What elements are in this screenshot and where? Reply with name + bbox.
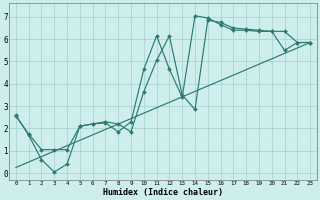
X-axis label: Humidex (Indice chaleur): Humidex (Indice chaleur) [103,188,223,197]
